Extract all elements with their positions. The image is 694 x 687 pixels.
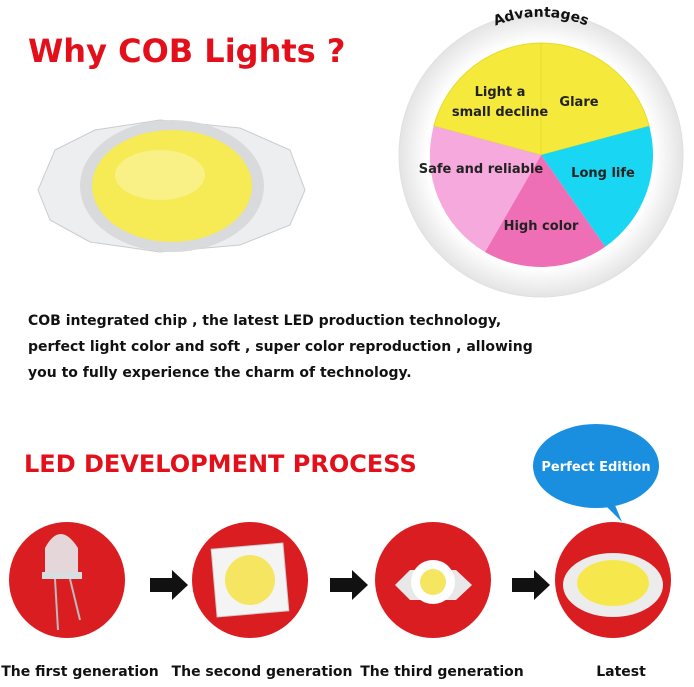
- description-line: you to fully experience the charm of tec…: [28, 365, 412, 381]
- generation-label: Latest: [596, 664, 646, 680]
- cob-chip: [37, 119, 306, 253]
- generation-label: The third generation: [360, 664, 524, 680]
- segment-label: Long life: [571, 166, 635, 181]
- segment-label: Glare: [559, 95, 598, 110]
- segment-label: High color: [504, 219, 579, 234]
- generation-label: The first generation: [1, 664, 158, 680]
- process-title: LED DEVELOPMENT PROCESS: [24, 450, 417, 478]
- generations: The first generation The second generati…: [1, 522, 671, 680]
- description-line: COB integrated chip , the latest LED pro…: [28, 313, 501, 329]
- description-line: perfect light color and soft , super col…: [28, 339, 533, 355]
- badge: Perfect Edition: [533, 424, 659, 522]
- advantages-pie: Advantages Light a small decline Glare L…: [398, 5, 684, 298]
- segment-label: Safe and reliable: [419, 162, 544, 177]
- badge-text: Perfect Edition: [541, 460, 650, 475]
- segment-label: small decline: [452, 105, 548, 120]
- title: Why COB Lights ?: [28, 32, 345, 70]
- segment-label: Light a: [475, 85, 526, 100]
- generation-label: The second generation: [172, 664, 353, 680]
